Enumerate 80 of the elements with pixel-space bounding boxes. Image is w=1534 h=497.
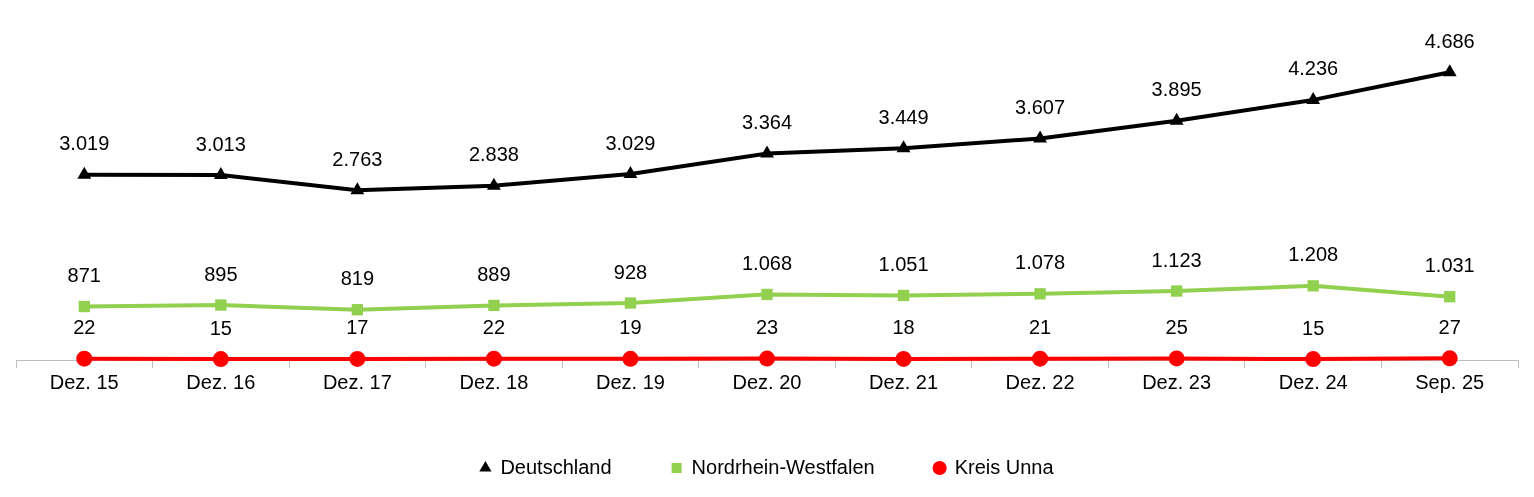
point xyxy=(1170,285,1183,297)
data-label: 4.686 xyxy=(1424,29,1475,52)
point xyxy=(1441,350,1458,367)
data-label: 3.013 xyxy=(195,132,246,155)
point xyxy=(488,299,500,312)
point xyxy=(215,299,227,311)
point xyxy=(1032,350,1049,367)
point xyxy=(76,350,93,367)
point xyxy=(77,166,92,179)
point xyxy=(1305,351,1322,368)
point xyxy=(760,145,774,158)
legend-label: Kreis Unna xyxy=(954,455,1055,478)
data-label: 3.019 xyxy=(59,132,110,155)
point xyxy=(622,350,639,367)
point xyxy=(350,182,365,195)
x-tick-label: Dez. 22 xyxy=(1005,370,1075,393)
data-label: 27 xyxy=(1438,315,1461,338)
point xyxy=(1442,64,1457,77)
point xyxy=(759,350,775,367)
point xyxy=(761,288,773,301)
point xyxy=(212,351,229,368)
data-label: 928 xyxy=(613,260,648,283)
data-label: 895 xyxy=(204,262,238,285)
point xyxy=(78,300,90,313)
data-label: 871 xyxy=(67,264,101,287)
point xyxy=(351,304,364,316)
data-label: 3.607 xyxy=(1015,96,1066,119)
x-tick-label: Dez. 20 xyxy=(732,370,802,393)
data-label: 2.763 xyxy=(332,147,383,170)
x-tick-label: Dez. 24 xyxy=(1278,370,1348,393)
point xyxy=(1168,350,1185,367)
data-label: 21 xyxy=(1028,316,1052,339)
data-label: 19 xyxy=(619,316,642,339)
data-label: 1.031 xyxy=(1424,254,1475,277)
data-label: 2.838 xyxy=(468,143,519,166)
point xyxy=(1169,112,1184,125)
point xyxy=(1033,130,1048,143)
x-tick-label: Dez. 21 xyxy=(869,370,939,393)
data-label: 1.068 xyxy=(741,251,793,274)
data-label: 25 xyxy=(1165,315,1188,338)
point xyxy=(624,297,637,309)
x-tick-label: Dez. 15 xyxy=(49,370,119,393)
point xyxy=(1444,291,1456,303)
legend-label: Nordrhein-Westfalen xyxy=(691,455,875,478)
data-label: 4.236 xyxy=(1288,57,1339,80)
x-tick-label: Sep. 25 xyxy=(1415,370,1485,393)
x-tick-label: Dez. 23 xyxy=(1142,370,1212,393)
data-label: 889 xyxy=(477,262,511,285)
legend-label: Deutschland xyxy=(500,455,612,478)
x-tick-label: Dez. 19 xyxy=(595,370,665,393)
data-label: 3.895 xyxy=(1151,78,1202,101)
point xyxy=(485,350,502,367)
point xyxy=(623,166,638,179)
data-label: 3.029 xyxy=(605,131,656,154)
x-tick-label: Dez. 16 xyxy=(186,370,256,393)
point xyxy=(1306,91,1321,104)
data-label: 18 xyxy=(892,316,915,339)
data-label: 3.364 xyxy=(741,110,793,133)
point xyxy=(213,167,228,179)
x-tick-label: Dez. 18 xyxy=(459,370,529,393)
point xyxy=(897,289,910,302)
point xyxy=(349,350,366,367)
point xyxy=(895,350,912,367)
point xyxy=(896,140,911,153)
data-label: 15 xyxy=(1302,316,1325,339)
data-label: 3.449 xyxy=(878,105,929,128)
data-label: 22 xyxy=(482,316,506,339)
data-label: 22 xyxy=(73,316,96,339)
data-label: 1.051 xyxy=(878,252,929,275)
data-label: 1.208 xyxy=(1288,243,1339,266)
point xyxy=(1307,280,1319,292)
x-tick-label: Dez. 17 xyxy=(322,370,392,393)
data-label: 17 xyxy=(346,316,369,339)
data-label: 23 xyxy=(755,316,779,339)
point xyxy=(486,177,501,190)
data-label: 819 xyxy=(340,267,375,290)
point xyxy=(1034,288,1046,300)
data-label: 1.123 xyxy=(1151,248,1202,271)
data-label: 15 xyxy=(209,316,232,339)
data-label: 1.078 xyxy=(1015,251,1066,274)
